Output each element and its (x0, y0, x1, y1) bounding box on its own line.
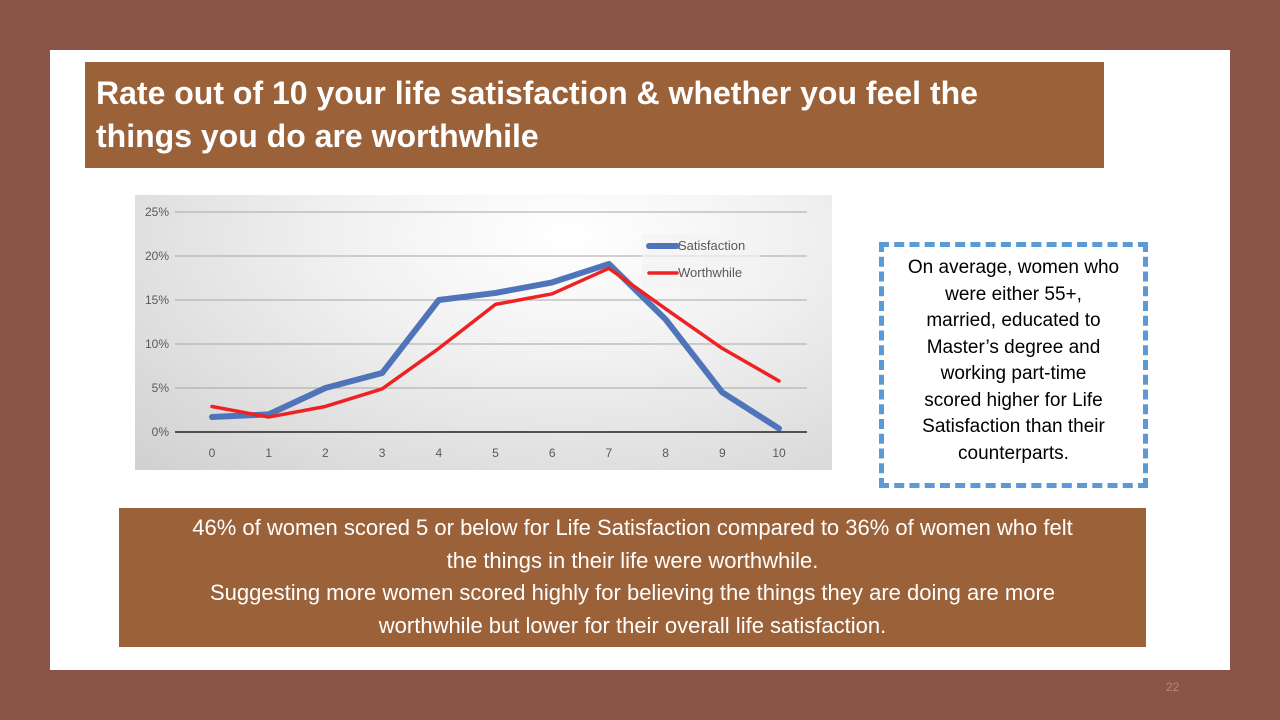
x-tick-label: 7 (606, 446, 613, 460)
y-tick-label: 25% (145, 205, 169, 219)
x-tick-label: 3 (379, 446, 386, 460)
x-tick-label: 8 (662, 446, 669, 460)
note-line: Satisfaction than their (922, 416, 1105, 437)
y-tick-label: 20% (145, 249, 169, 263)
y-tick-label: 10% (145, 337, 169, 351)
note-line: Master’s degree and (926, 336, 1101, 358)
summary-line: worthwhile but lower for their overall l… (378, 612, 887, 638)
x-tick-label: 5 (492, 446, 499, 460)
y-tick-label: 15% (145, 293, 169, 307)
summary-line: 46% of women scored 5 or below for Life … (192, 515, 1073, 540)
x-tick-label: 4 (435, 446, 442, 460)
legend-label: Satisfaction (678, 238, 745, 253)
series-line-satisfaction (209, 260, 782, 432)
note-line: were either 55+, (945, 283, 1082, 305)
page-number: 22 (1166, 680, 1180, 694)
summary-box: 46% of women scored 5 or below for Life … (119, 508, 1146, 647)
x-tick-label: 6 (549, 446, 556, 460)
note-box: On average, women who were either 55+, m… (879, 242, 1148, 488)
chart-svg: 0% 5% 10% 15% 20% 25% 0 1 2 3 4 5 6 7 8 9 10 Satisfaction… (145, 205, 807, 460)
line-chart: 0% 5% 10% 15% 20% 25% 0 1 2 3 4 5 6 7 8 9 10 Satisfaction… (135, 195, 832, 470)
x-tick-label: 2 (322, 446, 329, 460)
summary-line: the things in their life were worthwhile… (446, 547, 819, 573)
slide-title: Rate out of 10 your life satisfaction & … (85, 62, 1104, 168)
note-line: working part-time (940, 363, 1087, 384)
title-line: Rate out of 10 your life satisfaction & … (96, 75, 978, 111)
y-tick-label: 0% (152, 425, 170, 439)
summary-line: Suggesting more women scored highly for … (209, 580, 1056, 605)
legend-label: Worthwhile (678, 265, 742, 280)
note-line: counterparts. (958, 442, 1069, 464)
note-line: scored higher for Life (924, 389, 1103, 411)
x-tick-label: 10 (772, 446, 786, 460)
title-line: things you do are worthwhile (96, 118, 539, 154)
x-tick-label: 9 (719, 446, 726, 460)
x-tick-label: 1 (265, 446, 272, 460)
y-tick-label: 5% (152, 381, 170, 395)
note-line: On average, women who (907, 257, 1120, 278)
x-tick-label: 0 (209, 446, 216, 460)
note-line: married, educated to (926, 310, 1101, 331)
